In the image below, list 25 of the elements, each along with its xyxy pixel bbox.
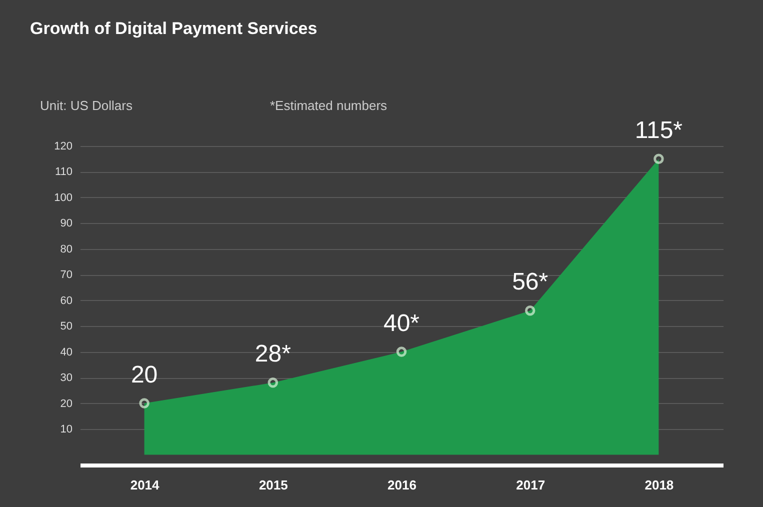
y-tick-label: 60 (60, 294, 72, 307)
text: Unit: US Dollars (40, 98, 133, 113)
x-tick-label: 2015 (258, 478, 288, 492)
data-label: 20 (130, 361, 158, 388)
y-tick-label: 70 (60, 269, 72, 282)
x-tick-label: 2016 (388, 478, 416, 492)
y-tick-label: 90 (60, 218, 72, 230)
y-tick-label: 110 (54, 166, 72, 178)
data-label: 115* (634, 116, 683, 144)
y-tick-label: 30 (60, 372, 72, 384)
data-label: 40* (383, 310, 420, 337)
data-label: 56* (512, 268, 548, 296)
text: *Estimated numbers (270, 98, 388, 113)
y-tick-label: 100 (54, 192, 72, 204)
y-tick-label: 120 (54, 140, 72, 152)
y-tick-label: 10 (60, 423, 72, 436)
x-tick-label: 2018 (644, 478, 674, 492)
y-tick-label: 20 (60, 398, 72, 410)
chart-title: Growth of Digital Payment Services (30, 19, 318, 38)
y-tick-label: 80 (60, 243, 72, 256)
y-tick-label: 40 (60, 346, 72, 358)
x-tick-label: 2014 (130, 478, 160, 492)
data-label: 28* (254, 340, 291, 368)
x-tick-label: 2017 (516, 478, 546, 492)
y-tick-label: 50 (60, 320, 72, 333)
